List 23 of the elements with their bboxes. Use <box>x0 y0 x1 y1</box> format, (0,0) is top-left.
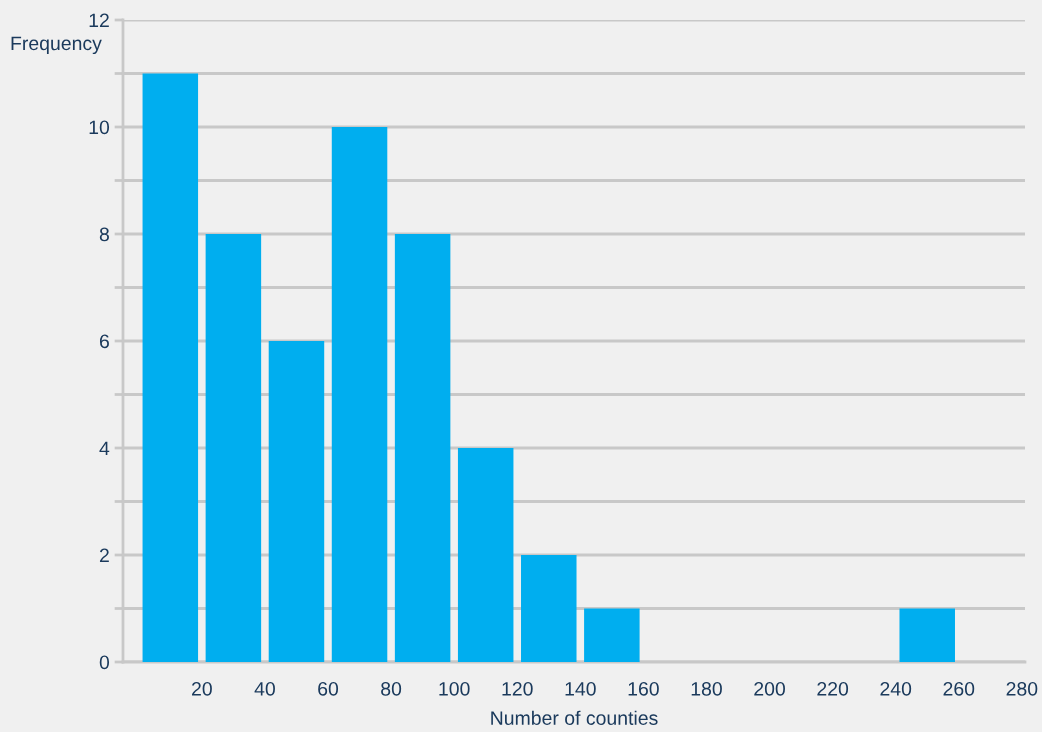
x-tick-label: 100 <box>439 681 470 696</box>
x-tick-label: 260 <box>943 681 975 696</box>
x-tick-label: 240 <box>880 681 912 696</box>
y-tick-label: 12 <box>89 13 109 28</box>
x-tick-label: 80 <box>381 681 402 696</box>
x-tick-label: 200 <box>754 681 785 696</box>
x-tick-label: 160 <box>628 681 659 696</box>
x-tick-label: 140 <box>565 681 596 696</box>
y-tick-label: 10 <box>89 120 110 135</box>
y-tick-label: 0 <box>99 655 110 670</box>
x-tick-label: 60 <box>318 681 339 696</box>
x-tick-label: 280 <box>1006 681 1038 696</box>
x-tick-label: 40 <box>254 681 275 696</box>
x-tick-label: 20 <box>192 681 212 696</box>
x-tick-label: 220 <box>817 681 849 696</box>
y-tick-label: 8 <box>99 227 109 242</box>
y-axis-title: Frequency <box>11 36 102 55</box>
y-tick-label: 4 <box>99 441 110 456</box>
x-tick-label: 180 <box>691 681 722 696</box>
x-tick-label: 120 <box>502 681 533 696</box>
y-tick-label: 2 <box>99 548 109 563</box>
x-axis-title: Number of counties <box>491 710 658 725</box>
y-tick-label: 6 <box>99 334 109 349</box>
